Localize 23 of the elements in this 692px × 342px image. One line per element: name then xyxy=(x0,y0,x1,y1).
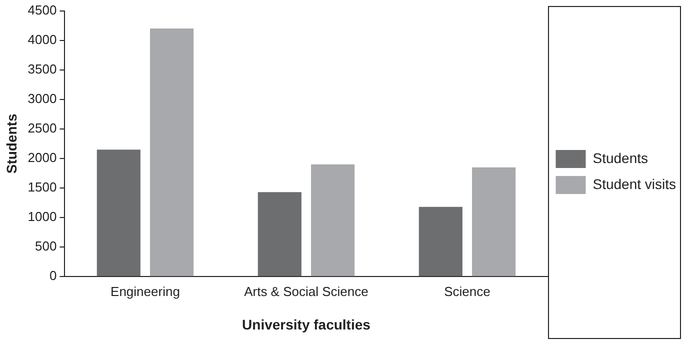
bar xyxy=(418,206,462,276)
y-tick-label: 2000 xyxy=(28,150,57,166)
y-tick-label: 0 xyxy=(49,268,57,284)
y-tick-label: 4500 xyxy=(28,2,57,18)
y-tick-label: 4000 xyxy=(28,32,57,47)
x-tick-label: Science xyxy=(444,284,490,299)
x-axis-title: University faculties xyxy=(242,316,371,332)
bar xyxy=(472,167,516,276)
bar xyxy=(96,150,140,276)
x-tick-label: Engineering xyxy=(110,284,180,299)
y-tick-label: 3000 xyxy=(28,90,57,106)
y-tick-label: 2500 xyxy=(28,120,57,136)
y-tick-label: 3500 xyxy=(28,61,57,76)
y-axis-title: Students xyxy=(3,114,20,174)
legend-label: Students xyxy=(592,150,648,166)
y-tick-label: 500 xyxy=(35,238,57,254)
legend-label: Student visits xyxy=(592,176,676,192)
bar xyxy=(150,28,194,276)
bar xyxy=(311,164,355,276)
y-tick-label: 1500 xyxy=(28,180,57,195)
x-tick-label: Arts & Social Science xyxy=(244,284,368,299)
bar xyxy=(258,192,302,276)
y-tick-label: 1000 xyxy=(28,209,57,224)
